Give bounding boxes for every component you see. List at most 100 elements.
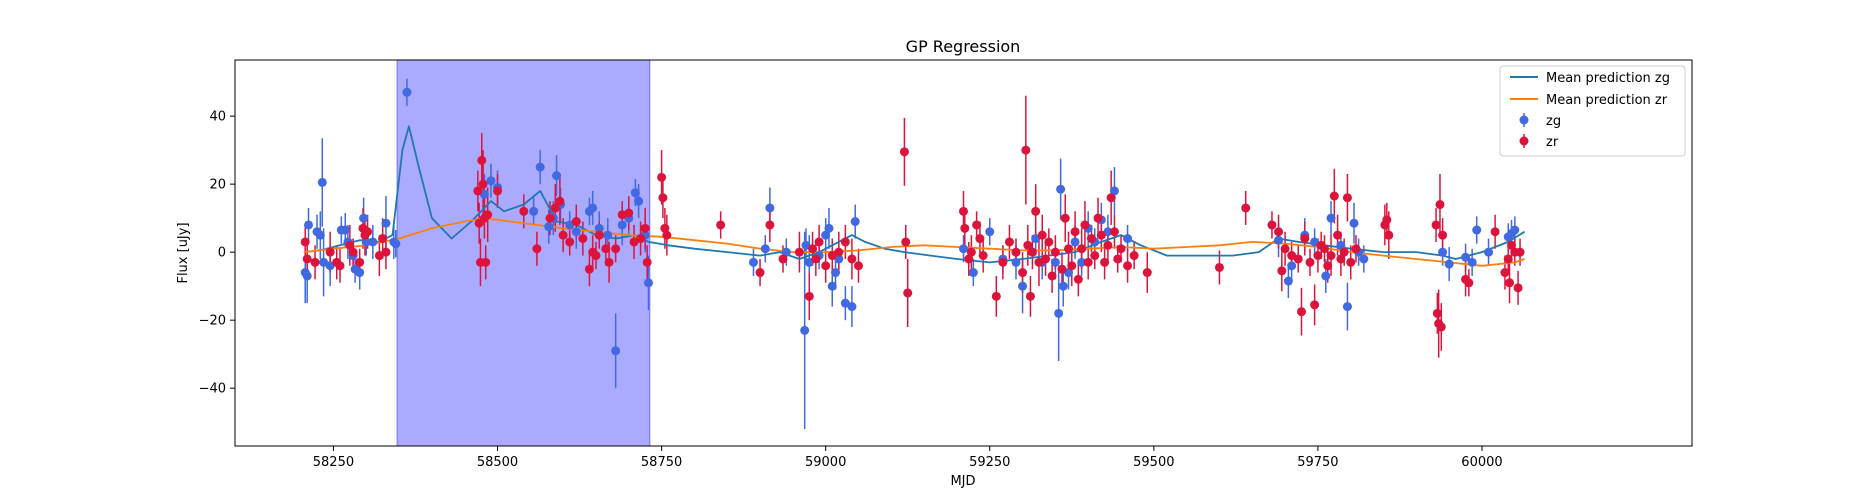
data-point-zr	[821, 261, 831, 271]
data-point-zr	[1083, 257, 1093, 267]
legend-label-zr: zr	[1546, 135, 1559, 150]
legend: Mean prediction zg Mean prediction zr zg…	[1499, 65, 1686, 157]
data-point-zg	[1349, 218, 1359, 228]
data-point-zr	[901, 237, 911, 247]
data-point-zr	[302, 254, 312, 264]
x-tick-label: 60000	[1461, 455, 1502, 470]
data-point-zr	[1435, 200, 1445, 210]
data-point-zr	[558, 230, 568, 240]
data-point-zr	[555, 196, 565, 206]
data-point-zg	[1444, 259, 1454, 269]
data-point-zr	[853, 261, 863, 271]
data-point-zr	[355, 257, 365, 267]
data-point-zr	[532, 244, 542, 254]
data-point-zr	[716, 220, 726, 230]
data-point-zg	[765, 203, 775, 213]
data-point-zr	[1116, 244, 1126, 254]
data-point-zr	[814, 237, 824, 247]
data-point-zr	[1060, 213, 1070, 223]
data-point-zr	[1342, 193, 1352, 203]
data-point-zr	[1346, 257, 1356, 267]
data-point-zr	[1093, 213, 1103, 223]
chart-title: GP Regression	[906, 37, 1021, 56]
data-point-zg	[1109, 186, 1119, 196]
legend-label-zr-line: Mean prediction zr	[1546, 93, 1668, 108]
data-point-zr	[975, 234, 985, 244]
data-point-zr	[1100, 257, 1110, 267]
data-point-zg	[304, 220, 314, 230]
data-point-zr	[1323, 261, 1333, 271]
data-point-zr	[1106, 193, 1116, 203]
data-point-zr	[1431, 220, 1441, 230]
data-point-zg	[391, 239, 401, 249]
data-point-zg	[552, 171, 562, 181]
data-point-zg	[800, 325, 810, 335]
data-point-zr	[481, 257, 491, 267]
data-point-zg	[643, 278, 653, 288]
data-point-zr	[381, 247, 391, 257]
data-point-zr	[1310, 300, 1320, 310]
data-point-zr	[1333, 230, 1343, 240]
shaded-region-layer	[396, 60, 651, 446]
y-tick-label: 40	[209, 110, 226, 125]
x-tick-label: 59750	[1297, 455, 1338, 470]
data-point-zg	[1070, 237, 1080, 247]
data-point-zr	[1064, 244, 1074, 254]
data-point-zr	[1436, 322, 1446, 332]
data-point-zg	[821, 230, 831, 240]
data-point-zg	[1342, 302, 1352, 312]
data-point-zr	[1305, 257, 1315, 267]
data-point-zr	[1274, 227, 1284, 237]
data-point-zr	[300, 237, 310, 247]
data-point-zr	[640, 223, 650, 233]
data-point-zg	[594, 223, 604, 233]
data-point-zr	[811, 254, 821, 264]
y-tick-label: −40	[199, 382, 226, 397]
data-point-zr	[991, 291, 1001, 301]
data-point-layer	[300, 87, 1525, 356]
data-point-zg	[959, 244, 968, 254]
data-point-zg	[381, 218, 391, 228]
data-point-zr	[1025, 291, 1035, 301]
x-axis-ticks: 58250 58500 58750 59000 59250 59500 59750 60000	[313, 446, 1503, 470]
data-point-zr	[1103, 240, 1113, 250]
data-point-zr	[1503, 254, 1513, 264]
data-point-zr	[1004, 237, 1014, 247]
data-point-zr	[594, 230, 604, 240]
data-point-zr	[1267, 220, 1277, 230]
data-point-zr	[1142, 268, 1152, 278]
data-point-zr	[1037, 230, 1047, 240]
data-point-zr	[1490, 227, 1500, 237]
data-point-zr	[1432, 308, 1442, 318]
data-point-zr	[755, 268, 765, 278]
data-point-zr	[1214, 262, 1224, 272]
data-point-zr	[662, 230, 672, 240]
data-point-zr	[545, 213, 555, 223]
data-point-zr	[565, 237, 575, 247]
data-point-zg	[824, 223, 834, 233]
data-point-zr	[1109, 227, 1119, 237]
data-point-zg	[486, 176, 496, 186]
data-point-zr	[1384, 230, 1394, 240]
data-point-zr	[477, 155, 487, 165]
data-point-zr	[972, 220, 982, 230]
data-point-zg	[748, 257, 758, 267]
y-tick-label: 20	[209, 178, 226, 193]
data-point-zr	[310, 257, 320, 267]
data-point-zr	[1023, 240, 1033, 250]
data-point-zg	[781, 247, 791, 257]
data-point-zg	[985, 227, 995, 237]
data-point-zr	[1277, 266, 1287, 276]
data-point-zg	[1011, 257, 1021, 267]
data-point-zr	[1080, 220, 1090, 230]
data-point-zr	[1021, 145, 1031, 155]
data-point-zr	[624, 208, 634, 218]
data-point-zr	[578, 234, 588, 244]
legend-label-zg: zg	[1546, 114, 1561, 129]
data-point-zr	[998, 257, 1008, 267]
line-mean-prediction-zr	[303, 217, 1525, 267]
data-point-zr	[483, 210, 493, 220]
x-tick-label: 58750	[641, 455, 682, 470]
x-tick-label: 58500	[477, 455, 518, 470]
